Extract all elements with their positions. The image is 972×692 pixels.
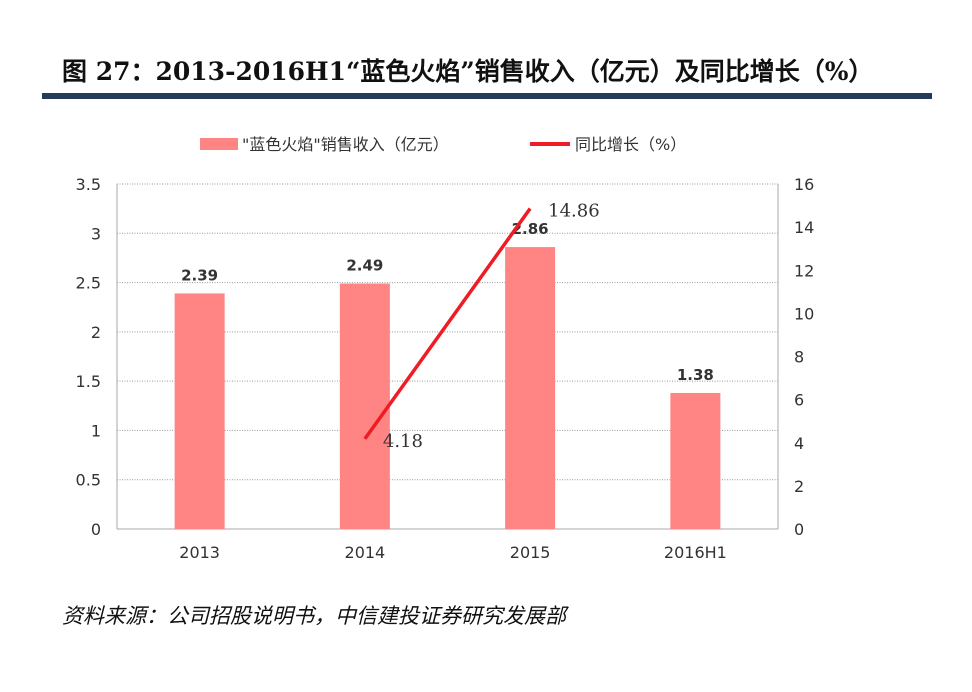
line-data-label: 4.18 [383, 431, 423, 452]
x-tick-label: 2015 [510, 543, 551, 562]
bar [174, 293, 225, 529]
x-tick-label: 2016H1 [664, 543, 727, 562]
left-tick-label: 1 [91, 421, 101, 440]
source-note: 资料来源：公司招股说明书，中信建投证券研究发展部 [62, 604, 566, 628]
left-tick-label: 2.5 [76, 274, 101, 293]
right-tick-label: 2 [794, 477, 804, 496]
left-tick-label: 2 [91, 323, 101, 342]
left-tick-label: 0.5 [76, 471, 101, 490]
bar-data-label: 2.49 [346, 257, 383, 275]
left-tick-label: 3 [91, 224, 101, 243]
bar [670, 392, 721, 529]
right-tick-label: 6 [794, 391, 804, 410]
right-tick-label: 8 [794, 348, 804, 367]
x-tick-label: 2013 [179, 543, 220, 562]
bar-data-label: 2.39 [181, 266, 218, 284]
figure-title: 图 27：2013-2016H1“蓝色火焰”销售收入（亿元）及同比增长（%） [62, 57, 874, 86]
x-tick-label: 2014 [345, 543, 386, 562]
line-data-label: 14.86 [548, 201, 600, 222]
bar-data-label: 1.38 [677, 366, 714, 384]
left-tick-label: 3.5 [76, 175, 101, 194]
right-tick-label: 10 [794, 304, 814, 323]
bar [505, 247, 556, 530]
bar-data-label: 2.86 [512, 220, 549, 238]
right-tick-label: 14 [794, 218, 814, 237]
right-tick-label: 16 [794, 175, 814, 194]
bar [339, 283, 390, 529]
right-tick-label: 0 [794, 520, 804, 539]
left-tick-label: 0 [91, 520, 101, 539]
growth-line [363, 207, 532, 440]
left-tick-label: 1.5 [76, 372, 101, 391]
legend-label-bar: "蓝色火焰"销售收入（亿元） [242, 135, 449, 154]
legend-swatch-bar [200, 138, 238, 150]
right-tick-label: 4 [794, 434, 804, 453]
legend-label-line: 同比增长（%） [575, 135, 686, 154]
title-divider [42, 93, 932, 99]
right-tick-label: 12 [794, 261, 814, 280]
